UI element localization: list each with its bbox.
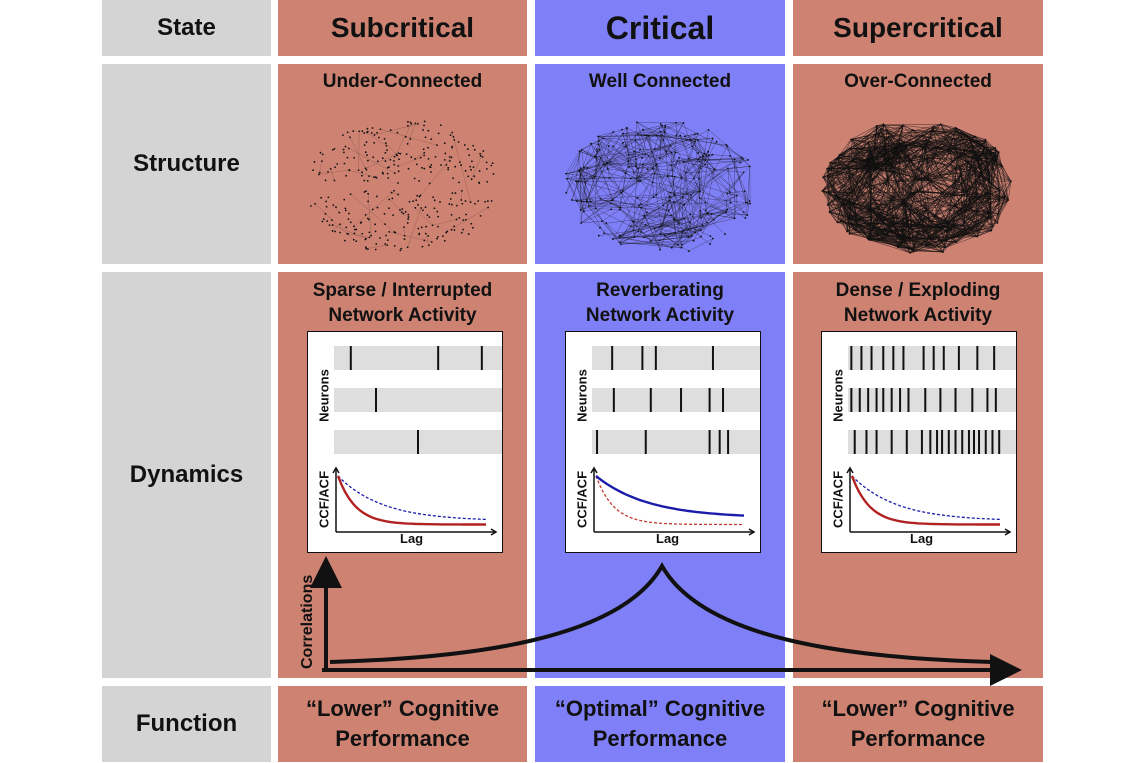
lag-axis-label: Lag (910, 531, 934, 546)
correlations-axis-label: Correlations (299, 574, 316, 669)
structure-cell-subcritical: Under-Connected (278, 64, 527, 264)
dynamics-label-line1: Dense / Exploding (835, 280, 1001, 301)
row-label-state: State (102, 0, 271, 56)
lag-axis-label: Lag (400, 531, 424, 546)
neurons-axis-label: Neurons (574, 369, 590, 422)
function-cell-supercritical: “Lower” Cognitive Performance (793, 686, 1043, 762)
network-edges (822, 123, 1012, 254)
acf-dashed-curve (851, 475, 1001, 521)
header-subcritical: Subcritical (278, 0, 527, 56)
function-cell-critical: “Optimal” Cognitive Performance (535, 686, 785, 762)
neuron-row (848, 388, 1016, 412)
header-supercritical: Supercritical (793, 0, 1043, 56)
acf-solid-curve (336, 475, 486, 526)
dynamics-label-line2: Network Activity (585, 305, 735, 326)
header-critical: Critical (535, 0, 785, 56)
dynamics-label-line1: Reverberating (596, 280, 724, 301)
neuron-row (848, 346, 1016, 370)
neuron-row (592, 346, 760, 370)
structure-label: Over-Connected (844, 71, 992, 92)
network-nodes (821, 123, 1012, 254)
activity-panel-supercritical: Neurons CCF/ACF Lag (821, 331, 1017, 553)
spike-raster (332, 346, 502, 536)
network-edges (314, 123, 489, 249)
neurons-axis-label: Neurons (830, 369, 846, 422)
network-edges (565, 121, 751, 252)
ccf-acf-axis-label: CCF/ACF (574, 470, 590, 529)
structure-label: Well Connected (588, 71, 732, 92)
dynamics-label-line1: Sparse / Interrupted (312, 280, 493, 301)
row-label-structure: Structure (102, 64, 271, 264)
neuron-row (334, 346, 502, 370)
brain-network-sparse (309, 120, 495, 252)
neuron-row (592, 388, 760, 412)
neuron-row (592, 430, 760, 454)
acf-solid-curve (595, 475, 745, 517)
structure-cell-supercritical: Over-Connected (793, 64, 1043, 264)
ccf-acf-axis-label: CCF/ACF (830, 470, 846, 529)
brain-network-well-connected (565, 121, 751, 252)
spike-raster (590, 346, 760, 536)
activity-panel-subcritical: Neurons CCF/ACF Lag (307, 331, 503, 553)
structure-label: Under-Connected (322, 71, 483, 92)
spike-raster (846, 346, 1016, 536)
acf-dashed-curve (595, 475, 744, 526)
network-nodes (565, 121, 751, 252)
row-label-function: Function (102, 686, 271, 762)
acf-dashed-curve (337, 475, 487, 521)
lag-axis-label: Lag (656, 531, 680, 546)
structure-cell-critical: Well Connected (535, 64, 785, 264)
row-label-dynamics: Dynamics (102, 272, 271, 678)
network-nodes (309, 120, 495, 252)
dynamics-label-line2: Network Activity (328, 305, 477, 326)
neurons-axis-label: Neurons (316, 369, 332, 422)
acf-solid-curve (850, 475, 1000, 526)
function-cell-subcritical: “Lower” Cognitive Performance (278, 686, 527, 762)
neuron-row (848, 430, 1016, 454)
ccf-acf-axis-label: CCF/ACF (316, 470, 332, 529)
brain-network-over-connected (821, 123, 1012, 254)
activity-panel-critical: Neurons CCF/ACF Lag (565, 331, 761, 553)
dynamics-label-line2: Network Activity (843, 305, 993, 326)
neuron-row (334, 388, 502, 412)
